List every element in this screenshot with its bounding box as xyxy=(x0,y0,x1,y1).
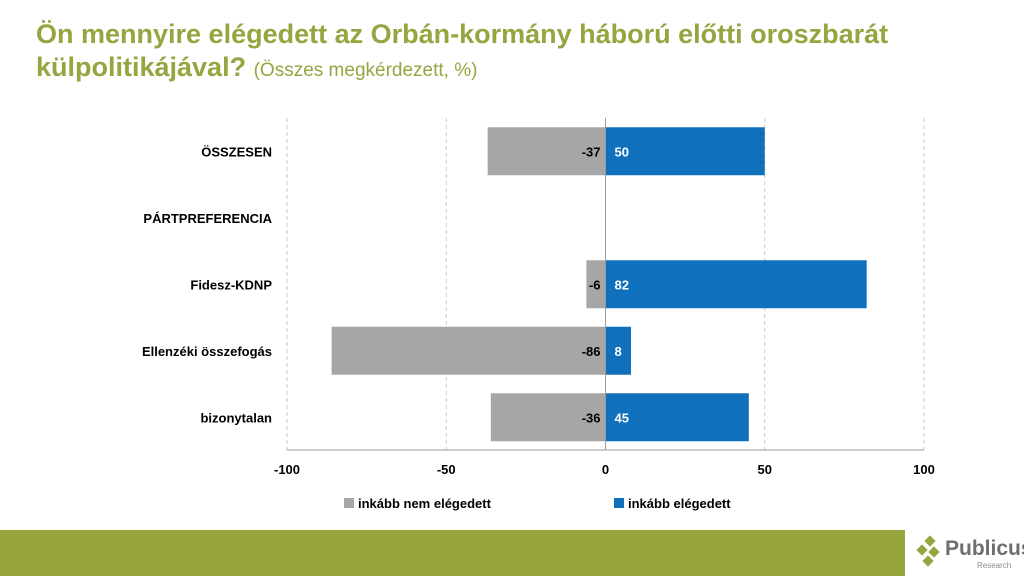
data-label-positive: 8 xyxy=(615,344,622,359)
legend-swatch xyxy=(614,498,624,508)
logo-subtext: Research xyxy=(977,561,1012,570)
data-label-negative: -86 xyxy=(582,344,601,359)
bar-positive xyxy=(605,260,867,309)
legend-label: inkább nem elégedett xyxy=(358,496,492,511)
category-label: PÁRTPREFERENCIA xyxy=(143,211,272,226)
footer-band xyxy=(0,530,905,576)
title-subtitle: (Összes megkérdezett, %) xyxy=(253,60,478,81)
publicus-logo: Publicus Research xyxy=(915,535,1024,575)
chart: -100 -50 0 50 100 ÖSSZESEN -37 50 PÁRTPREFERENCI… xyxy=(142,118,935,511)
data-label-positive: 82 xyxy=(615,277,629,292)
bar-negative xyxy=(331,326,606,375)
logo-text: Publicus xyxy=(945,537,1024,560)
x-tick-label: 0 xyxy=(602,462,609,477)
bar-positive xyxy=(605,326,631,375)
category-label: bizonytalan xyxy=(200,410,272,425)
data-label-positive: 45 xyxy=(615,410,629,425)
legend-label: inkább elégedett xyxy=(628,496,731,511)
category-label: Fidesz-KDNP xyxy=(190,277,272,292)
bar-negative xyxy=(487,127,606,176)
chart-title: Ön mennyire elégedett az Orbán-kormány h… xyxy=(36,18,996,87)
logo-diamond-icon xyxy=(916,535,940,567)
data-label-negative: -37 xyxy=(582,144,601,159)
data-label-negative: -36 xyxy=(582,410,601,425)
bar-negative xyxy=(490,393,606,442)
legend-swatch xyxy=(344,498,354,508)
data-label-positive: 50 xyxy=(615,144,629,159)
x-tick-label: 50 xyxy=(758,462,772,477)
bar-positive xyxy=(605,127,765,176)
x-tick-label: -100 xyxy=(274,462,300,477)
category-label: ÖSSZESEN xyxy=(201,144,272,159)
bar-positive xyxy=(605,393,749,442)
title-main: Ön mennyire elégedett az Orbán-kormány h… xyxy=(36,19,889,82)
category-label: Ellenzéki összefogás xyxy=(142,344,272,359)
x-tick-label: 100 xyxy=(913,462,935,477)
data-label-negative: -6 xyxy=(589,277,601,292)
x-tick-label: -50 xyxy=(437,462,456,477)
bar-negative xyxy=(586,260,606,309)
